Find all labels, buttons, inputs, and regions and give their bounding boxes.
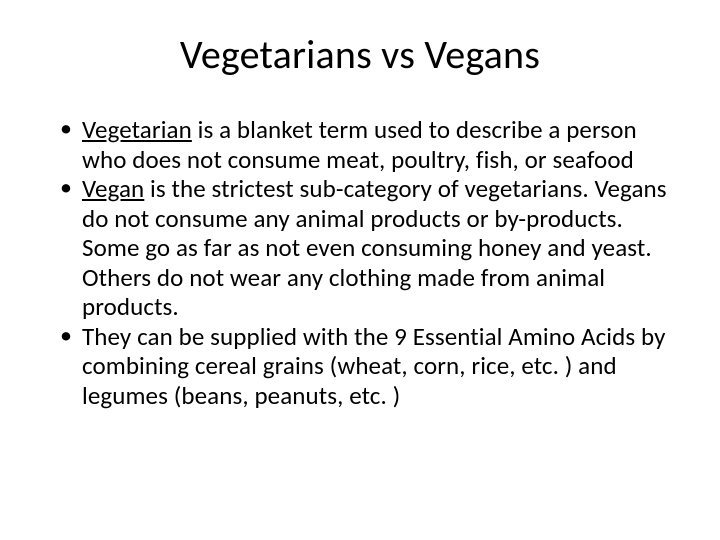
bullet-rest: is the strictest sub-category of vegetar… (82, 173, 667, 322)
bullet-lead: Vegetarian (82, 114, 192, 145)
bullet-rest: They can be supplied with the 9 Essentia… (82, 321, 665, 411)
bullet-lead: Vegan (82, 173, 144, 204)
bullet-item: Vegan is the strictest sub-category of v… (60, 174, 680, 322)
bullet-list: Vegetarian is a blanket term used to des… (40, 115, 680, 410)
bullet-item: They can be supplied with the 9 Essentia… (60, 322, 680, 411)
slide-title: Vegetarians vs Vegans (40, 30, 680, 79)
bullet-item: Vegetarian is a blanket term used to des… (60, 115, 680, 174)
